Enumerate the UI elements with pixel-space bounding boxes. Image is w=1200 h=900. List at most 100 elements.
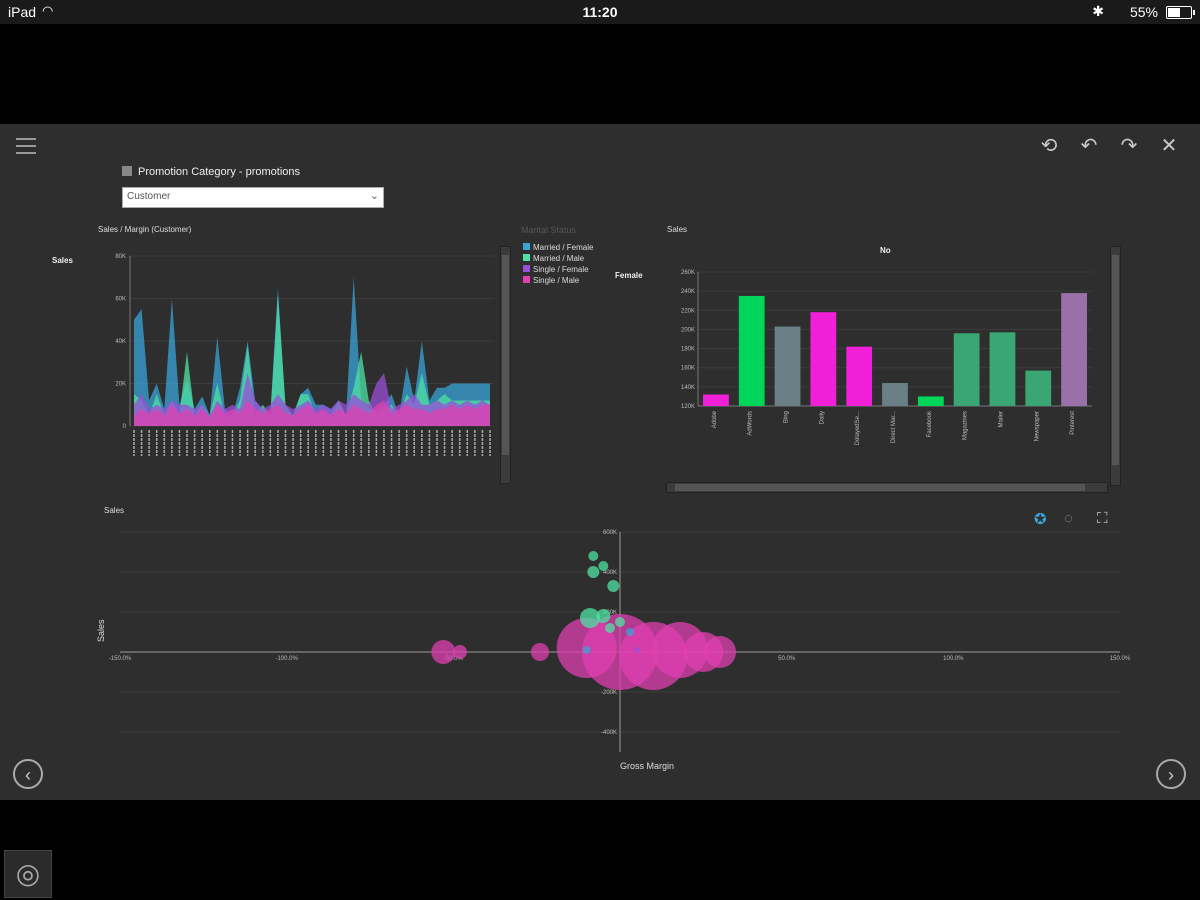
bar-x-tick: Daily <box>819 411 825 424</box>
bar-8 <box>989 332 1016 406</box>
scatter-point-8 <box>704 636 736 668</box>
scatter-x-tick: 150.0% <box>1110 656 1130 662</box>
area-chart-ylabel: Sales <box>52 256 73 265</box>
legend-swatch <box>523 265 530 272</box>
area-chart-scrollbar[interactable] <box>500 246 511 484</box>
legend-label: Married / Male <box>533 254 585 263</box>
legend-label: Single / Male <box>533 276 580 285</box>
bar-chart-hscrollbar[interactable] <box>666 482 1108 493</box>
legend-item-married-male[interactable]: Married / Male <box>523 253 593 264</box>
undo-icon[interactable]: ↶ <box>1080 135 1098 157</box>
scatter-chart-title: Sales <box>104 506 125 515</box>
legend-title: Marital Status <box>521 225 577 235</box>
promotion-category-select[interactable]: Customer ⌄ <box>122 187 384 208</box>
bar-x-tick: Pinterest <box>1070 411 1076 435</box>
legend: Married / Female Married / Male Single /… <box>523 242 593 286</box>
lasso-select-icon[interactable]: ✪ <box>1034 511 1047 528</box>
bar-4 <box>846 346 873 406</box>
bluetooth-icon: ✱ <box>1092 3 1104 19</box>
scatter-xlabel: Gross Margin <box>620 761 675 771</box>
scatter-point-16 <box>615 617 625 627</box>
legend-swatch <box>523 243 530 250</box>
bar-9 <box>1025 370 1052 406</box>
device-label: iPad <box>8 4 37 20</box>
hamburger-menu-icon[interactable] <box>16 138 36 154</box>
wifi-icon: ◠ <box>42 3 54 18</box>
bar-y-tick: 240K <box>681 289 695 295</box>
close-icon[interactable]: ✕ <box>1160 135 1178 157</box>
scatter-point-15 <box>605 623 615 633</box>
scatter-point-19 <box>633 647 640 653</box>
bar-2 <box>774 326 801 406</box>
previous-page-button[interactable]: ‹ <box>13 759 43 789</box>
scatter-y-tick: 400K <box>603 570 617 576</box>
scatter-point-14 <box>596 609 611 623</box>
scatter-point-17 <box>626 628 634 636</box>
bar-y-tick: 260K <box>681 270 695 276</box>
area-y-tick: 60K <box>115 297 126 303</box>
scatter-y-tick: 200K <box>603 610 617 616</box>
battery-icon <box>1166 6 1195 19</box>
scatter-point-18 <box>582 646 591 654</box>
scatter-y-tick: -200K <box>601 690 617 696</box>
bar-x-tick: Newspaper <box>1034 411 1040 441</box>
chevron-down-icon: ⌄ <box>369 190 379 202</box>
scatter-point-13 <box>580 608 600 628</box>
clock: 11:20 <box>582 4 618 20</box>
bar-chart: 260K 240K 220K 200K 180K 160K 140K 120K Adobe AdW… <box>681 270 1092 445</box>
scatter-chart: -150.0% -100.0% -50.0% 50.0% 100.0% 150.0% 600… <box>109 530 1130 752</box>
lasso-icon[interactable]: ◌ <box>1064 510 1073 527</box>
bar-chart-facet-row: Female <box>615 271 643 280</box>
scatter-point-10 <box>587 566 600 578</box>
bar-3 <box>810 312 837 406</box>
scatter-point-0 <box>431 640 456 664</box>
select-value: Customer <box>127 191 171 202</box>
legend-swatch <box>523 276 530 283</box>
bar-y-tick: 200K <box>681 327 695 333</box>
legend-label: Married / Female <box>533 243 594 252</box>
battery-percent: 55% <box>1129 4 1158 20</box>
area-chart-title: Sales / Margin (Customer) <box>98 225 192 234</box>
bar-x-tick: Magazines <box>963 411 969 440</box>
scatter-point-1 <box>453 645 467 659</box>
bar-y-tick: 180K <box>681 347 695 353</box>
area-y-tick: 80K <box>115 254 126 260</box>
scatter-point-12 <box>607 580 620 592</box>
bar-x-tick: Adobe <box>712 410 718 428</box>
legend-item-single-male[interactable]: Single / Male <box>523 275 593 286</box>
bar-0 <box>703 394 729 406</box>
bar-chart-title: Sales <box>667 225 688 234</box>
next-page-button[interactable]: › <box>1156 759 1186 789</box>
bar-y-tick: 140K <box>681 385 695 391</box>
redo-icon[interactable]: ↷ <box>1120 135 1138 157</box>
area-y-tick: 20K <box>115 382 126 388</box>
bar-x-tick: Direct Mar... <box>891 411 897 444</box>
scatter-point-2 <box>531 643 549 661</box>
bar-6 <box>917 396 944 406</box>
filter-icon <box>122 166 132 176</box>
fullscreen-icon[interactable]: ⛶ <box>1097 510 1108 527</box>
scatter-point-9 <box>588 551 599 561</box>
scatter-x-tick: -50.0% <box>444 656 464 662</box>
bar-x-tick: Facebook <box>927 410 933 437</box>
bar-chart-vscrollbar[interactable] <box>1110 246 1121 486</box>
scatter-x-tick: -150.0% <box>109 656 132 662</box>
bar-y-tick: 120K <box>681 404 695 410</box>
scatter-x-tick: 100.0% <box>943 656 964 662</box>
filter-title: Promotion Category - promotions <box>122 166 300 178</box>
scatter-x-tick: -100.0% <box>275 656 298 662</box>
bar-chart-facet-column: No <box>880 246 891 255</box>
bar-7 <box>953 333 980 406</box>
scatter-ylabel: Sales <box>96 619 106 642</box>
bar-x-tick: Bing <box>784 411 790 423</box>
legend-item-married-female[interactable]: Married / Female <box>523 242 593 253</box>
reset-icon[interactable]: ⟲ <box>1040 135 1058 157</box>
legend-swatch <box>523 254 530 261</box>
legend-item-single-female[interactable]: Single / Female <box>523 264 593 275</box>
bar-1 <box>738 295 765 406</box>
fingerprint-icon[interactable]: ◎ <box>4 850 52 898</box>
area-y-tick: 0 <box>123 424 127 430</box>
scatter-y-tick: -400K <box>601 730 617 736</box>
scatter-y-tick: 600K <box>603 530 617 536</box>
area-y-tick: 40K <box>115 339 126 345</box>
